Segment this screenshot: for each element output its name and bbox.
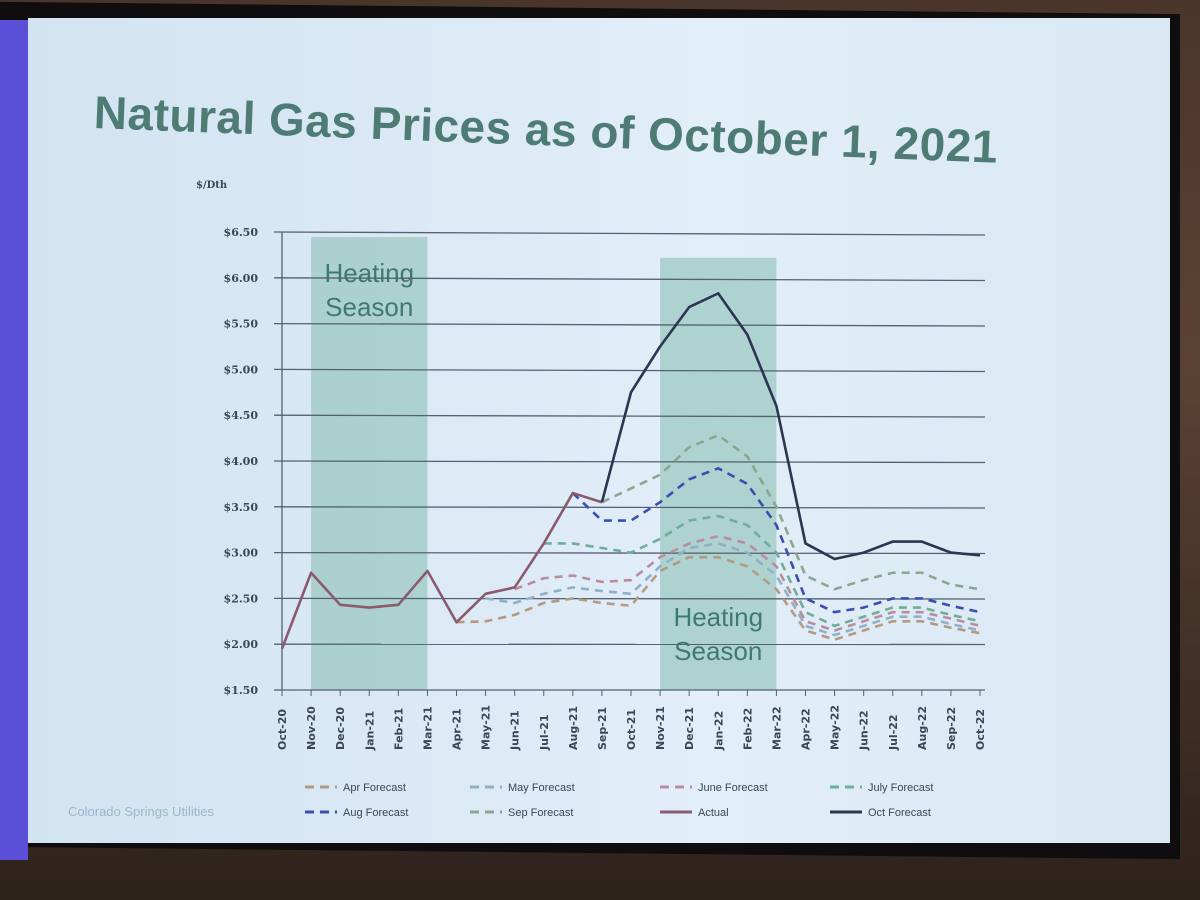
x-tick-label: Nov-21 bbox=[654, 706, 667, 750]
y-axis-label: $/Dth bbox=[196, 180, 228, 191]
legend-label: July Forecast bbox=[868, 782, 933, 794]
legend-label: Aug Forecast bbox=[343, 807, 408, 819]
x-tick-label: Jan-21 bbox=[363, 711, 376, 751]
x-tick-label: Apr-21 bbox=[451, 708, 464, 750]
gridline bbox=[273, 277, 986, 282]
series-line-apr-forecast bbox=[456, 555, 981, 641]
series-line-may-forecast bbox=[485, 542, 981, 637]
series-line-sep-forecast bbox=[601, 434, 981, 591]
y-tick-label: $2.00 bbox=[224, 638, 259, 651]
gridline bbox=[273, 414, 986, 418]
y-tick-label: $4.50 bbox=[224, 409, 259, 422]
x-tick-label: Jun-22 bbox=[858, 710, 871, 751]
x-tick-label: Sep-21 bbox=[596, 707, 609, 750]
x-tick-label: Jan-22 bbox=[712, 711, 725, 751]
legend-label: June Forecast bbox=[698, 782, 768, 794]
y-tick-label: $5.00 bbox=[224, 363, 259, 376]
heating-season-label: Heating bbox=[324, 258, 414, 288]
x-tick-label: Feb-22 bbox=[741, 708, 754, 750]
gridline bbox=[273, 231, 986, 236]
slide-left-edge bbox=[0, 20, 28, 860]
gridline bbox=[273, 506, 986, 509]
slide bbox=[28, 18, 1170, 843]
x-tick-label: Mar-21 bbox=[421, 706, 434, 750]
footer-company: Colorado Springs Utilities bbox=[68, 804, 214, 819]
legend-label: May Forecast bbox=[508, 782, 575, 794]
x-tick-label: Aug-22 bbox=[916, 706, 929, 750]
heating-season-label: Heating bbox=[673, 602, 763, 632]
x-tick-label: Mar-22 bbox=[770, 706, 783, 750]
y-tick-label: $1.50 bbox=[224, 684, 259, 697]
x-tick-label: Sep-22 bbox=[945, 707, 958, 750]
y-tick-label: $4.00 bbox=[224, 455, 259, 468]
series-line-july-forecast bbox=[543, 514, 981, 628]
y-tick-label: $5.50 bbox=[224, 318, 259, 331]
x-tick-label: May-21 bbox=[480, 705, 493, 750]
legend-label: Apr Forecast bbox=[343, 782, 406, 794]
gridline bbox=[273, 597, 986, 600]
heating-season-band bbox=[660, 257, 777, 690]
x-tick-label: Oct-22 bbox=[974, 709, 987, 750]
legend-label: Actual bbox=[698, 807, 729, 819]
y-tick-label: $6.50 bbox=[224, 226, 259, 239]
x-tick-label: Oct-21 bbox=[625, 709, 638, 750]
x-tick-label: May-22 bbox=[829, 705, 842, 750]
x-tick-label: Dec-20 bbox=[334, 707, 347, 750]
y-tick-label: $2.50 bbox=[224, 592, 259, 605]
series-line-june-forecast bbox=[514, 534, 981, 632]
heating-season-label: Season bbox=[674, 636, 762, 666]
x-tick-label: Nov-20 bbox=[305, 706, 318, 750]
series-line-aug-forecast bbox=[571, 467, 981, 614]
x-tick-label: Jul-21 bbox=[538, 714, 551, 751]
x-tick-label: Jul-22 bbox=[887, 714, 900, 751]
y-tick-label: $6.00 bbox=[224, 272, 259, 285]
legend-label: Oct Forecast bbox=[868, 807, 931, 819]
x-tick-label: Jun-21 bbox=[509, 710, 522, 751]
y-tick-label: $3.00 bbox=[224, 547, 259, 560]
gridline bbox=[273, 368, 986, 373]
y-tick-label: $3.50 bbox=[224, 501, 259, 514]
gridline bbox=[273, 460, 986, 464]
x-tick-label: Apr-22 bbox=[800, 708, 813, 750]
heating-season-label: Season bbox=[325, 292, 413, 322]
x-tick-label: Aug-21 bbox=[567, 706, 580, 750]
series-line-oct-forecast bbox=[600, 292, 981, 561]
gridline bbox=[273, 322, 986, 327]
series-line-actual bbox=[280, 491, 603, 650]
x-tick-label: Feb-21 bbox=[392, 708, 405, 750]
legend-label: Sep Forecast bbox=[508, 807, 573, 819]
x-tick-label: Dec-21 bbox=[683, 707, 696, 750]
x-tick-label: Oct-20 bbox=[276, 709, 289, 750]
heating-season-band bbox=[311, 237, 428, 690]
